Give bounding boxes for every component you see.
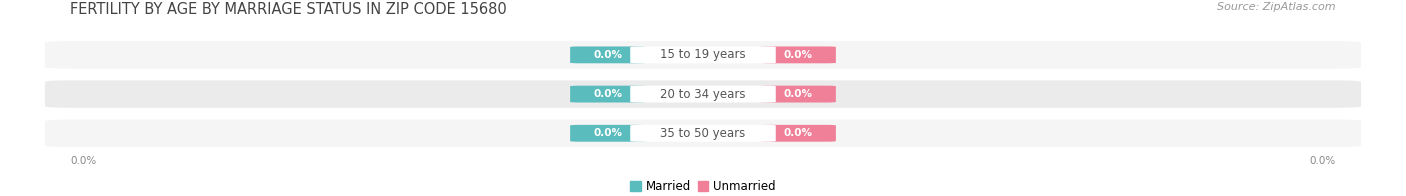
Text: 15 to 19 years: 15 to 19 years	[661, 48, 745, 61]
Text: 35 to 50 years: 35 to 50 years	[661, 127, 745, 140]
FancyBboxPatch shape	[630, 86, 776, 103]
FancyBboxPatch shape	[630, 46, 776, 63]
FancyBboxPatch shape	[759, 86, 835, 103]
FancyBboxPatch shape	[45, 120, 1361, 147]
Text: 0.0%: 0.0%	[593, 50, 623, 60]
Legend: Married, Unmarried: Married, Unmarried	[630, 180, 776, 193]
Text: 0.0%: 0.0%	[1309, 156, 1336, 166]
FancyBboxPatch shape	[571, 86, 647, 103]
FancyBboxPatch shape	[630, 125, 776, 142]
Text: 0.0%: 0.0%	[783, 50, 813, 60]
FancyBboxPatch shape	[571, 46, 647, 63]
Text: FERTILITY BY AGE BY MARRIAGE STATUS IN ZIP CODE 15680: FERTILITY BY AGE BY MARRIAGE STATUS IN Z…	[70, 2, 508, 17]
FancyBboxPatch shape	[45, 41, 1361, 69]
Text: 0.0%: 0.0%	[783, 89, 813, 99]
FancyBboxPatch shape	[759, 46, 835, 63]
FancyBboxPatch shape	[759, 125, 835, 142]
Text: 0.0%: 0.0%	[593, 89, 623, 99]
Text: 0.0%: 0.0%	[593, 128, 623, 138]
Text: Source: ZipAtlas.com: Source: ZipAtlas.com	[1218, 2, 1336, 12]
Text: 20 to 34 years: 20 to 34 years	[661, 88, 745, 101]
Text: 0.0%: 0.0%	[783, 128, 813, 138]
Text: 0.0%: 0.0%	[70, 156, 97, 166]
FancyBboxPatch shape	[571, 125, 647, 142]
FancyBboxPatch shape	[45, 80, 1361, 108]
